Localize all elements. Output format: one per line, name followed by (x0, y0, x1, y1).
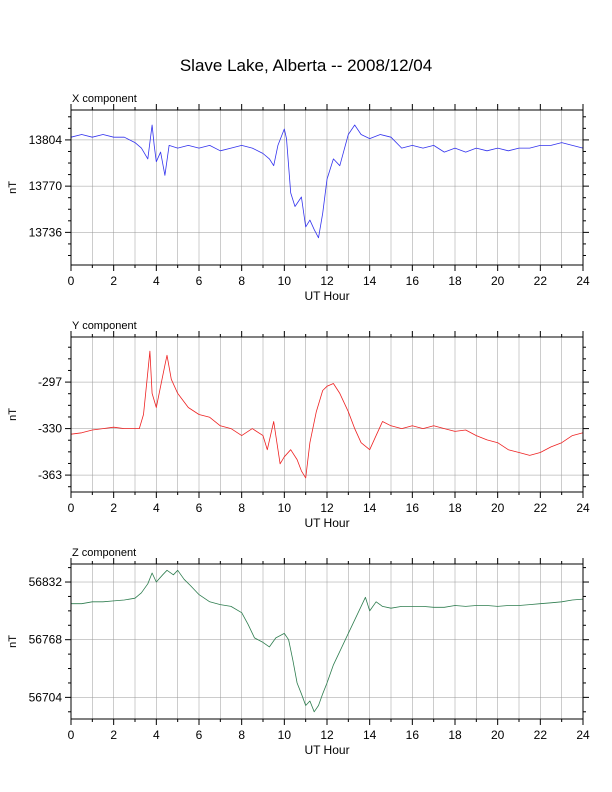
x-tick-label: 24 (576, 501, 590, 515)
x-axis-label: UT Hour (304, 289, 349, 303)
series-line (70, 350, 584, 479)
x-tick-label: 22 (534, 274, 548, 288)
x-tick-label: 10 (278, 728, 292, 742)
x-tick-label: 24 (576, 274, 590, 288)
x-tick-label: 12 (320, 274, 334, 288)
y-tick-label: -330 (38, 422, 62, 436)
x-tick-label: 12 (320, 728, 334, 742)
x-tick-label: 4 (153, 274, 160, 288)
x-tick-label: 8 (238, 728, 245, 742)
y-axis-label: nT (7, 408, 19, 421)
x-tick-label: 6 (196, 728, 203, 742)
x-tick-label: 12 (320, 501, 334, 515)
x-tick-label: 6 (196, 274, 203, 288)
x-tick-label: 10 (278, 501, 292, 515)
x-tick-label: 10 (278, 274, 292, 288)
x-tick-label: 6 (196, 501, 203, 515)
x-tick-label: 16 (406, 501, 420, 515)
y-tick-label: -297 (38, 375, 62, 389)
y-tick-label: 13804 (29, 133, 63, 147)
y-tick-label: 13770 (29, 179, 63, 193)
x-tick-label: 2 (110, 274, 117, 288)
y-tick-label: 13736 (29, 225, 63, 239)
x-tick-label: 16 (406, 728, 420, 742)
series-line (70, 124, 584, 239)
panel-label: X component (72, 93, 137, 105)
x-tick-label: 20 (491, 728, 505, 742)
x-tick-label: 24 (576, 728, 590, 742)
x-tick-label: 4 (153, 501, 160, 515)
panel-label: Y component (72, 320, 137, 332)
panel-label: Z component (72, 547, 136, 559)
y-axis-label: nT (7, 635, 19, 648)
x-tick-label: 22 (534, 728, 548, 742)
x-tick-label: 18 (448, 728, 462, 742)
x-tick-label: 0 (68, 501, 75, 515)
x-tick-label: 4 (153, 728, 160, 742)
x-tick-label: 18 (448, 274, 462, 288)
x-tick-label: 2 (110, 728, 117, 742)
x-tick-label: 8 (238, 274, 245, 288)
y-tick-label: 56832 (29, 575, 63, 589)
x-tick-label: 0 (68, 728, 75, 742)
x-tick-label: 22 (534, 501, 548, 515)
y-tick-label: 56768 (29, 633, 63, 647)
x-tick-label: 14 (363, 274, 377, 288)
y-axis-label: nT (7, 181, 19, 194)
x-axis-label: UT Hour (304, 743, 349, 757)
series-line (71, 569, 584, 713)
x-tick-label: 8 (238, 501, 245, 515)
x-tick-label: 2 (110, 501, 117, 515)
y-tick-label: 56704 (29, 690, 63, 704)
x-tick-label: 0 (68, 274, 75, 288)
x-tick-label: 18 (448, 501, 462, 515)
x-tick-label: 14 (363, 728, 377, 742)
y-tick-label: -363 (38, 468, 62, 482)
page-title: Slave Lake, Alberta -- 2008/12/04 (179, 56, 433, 75)
x-tick-label: 20 (491, 274, 505, 288)
x-tick-label: 20 (491, 501, 505, 515)
x-axis-label: UT Hour (304, 516, 349, 530)
x-tick-label: 14 (363, 501, 377, 515)
x-tick-label: 16 (406, 274, 420, 288)
